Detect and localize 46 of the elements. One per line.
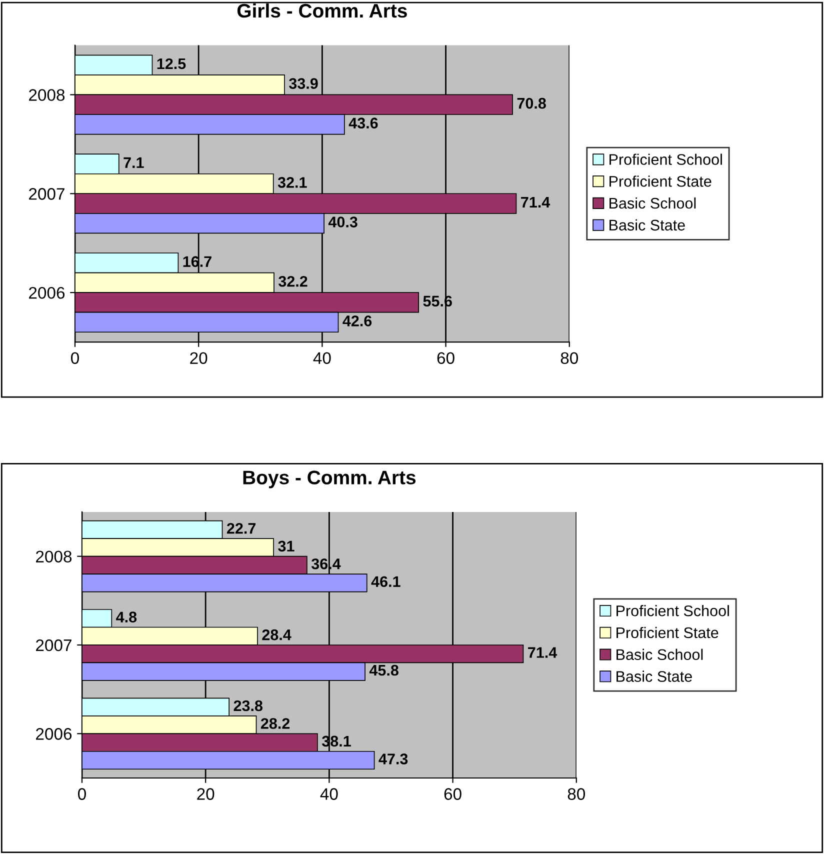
data-label: 33.9 [289,78,318,89]
data-label: 70.8 [517,98,546,109]
data-label: 23.8 [234,700,263,712]
data-label: 28.4 [262,629,292,640]
data-label: 32.2 [278,276,308,287]
data-label: 71.4 [528,647,558,658]
data-label: 46.1 [371,576,400,588]
x-tick-label: 20 [190,352,208,364]
legend-label: Proficient State [616,626,718,638]
data-label: 28.2 [260,718,290,729]
legend-label: Basic School [610,197,696,209]
legend-label: Basic School [616,648,703,660]
legend-label: Proficient School [610,154,722,165]
y-tick-label: 2007 [29,188,64,200]
y-tick-label: 2006 [29,286,65,299]
legend-label: Proficient State [610,176,712,187]
data-label: 32.1 [278,177,307,188]
data-label: 4.8 [116,612,137,622]
y-tick-label: 2008 [29,89,65,101]
chart-title: Girls - Comm. Arts [237,3,407,18]
x-tick-label: 0 [71,352,79,364]
x-tick-label: 20 [197,788,214,800]
x-tick-label: 40 [313,352,331,364]
data-label: 40.3 [328,216,358,228]
legend-label: Basic State [610,219,685,231]
x-tick-label: 0 [78,788,86,800]
data-label: 42.6 [342,316,372,326]
x-tick-label: 80 [560,352,578,364]
data-label: 22.7 [226,522,256,534]
data-label: 43.6 [348,118,378,129]
y-tick-label: 2006 [36,728,72,740]
data-label: 45.8 [369,664,398,676]
legend-label: Proficient School [616,605,729,616]
x-tick-label: 60 [437,352,454,364]
data-label: 7.1 [124,157,144,168]
data-label: 71.4 [521,196,550,208]
x-tick-label: 80 [568,788,586,800]
chart-title: Boys - Comm. Arts [243,470,416,488]
data-label: 12.5 [157,58,186,70]
legend-label: Basic State [616,670,692,682]
data-label: 47.3 [378,754,408,764]
y-tick-label: 2007 [36,639,72,652]
x-tick-label: 40 [320,788,338,800]
data-label: 31 [278,540,294,552]
x-tick-label: 60 [444,788,462,800]
y-tick-label: 2008 [36,550,72,563]
